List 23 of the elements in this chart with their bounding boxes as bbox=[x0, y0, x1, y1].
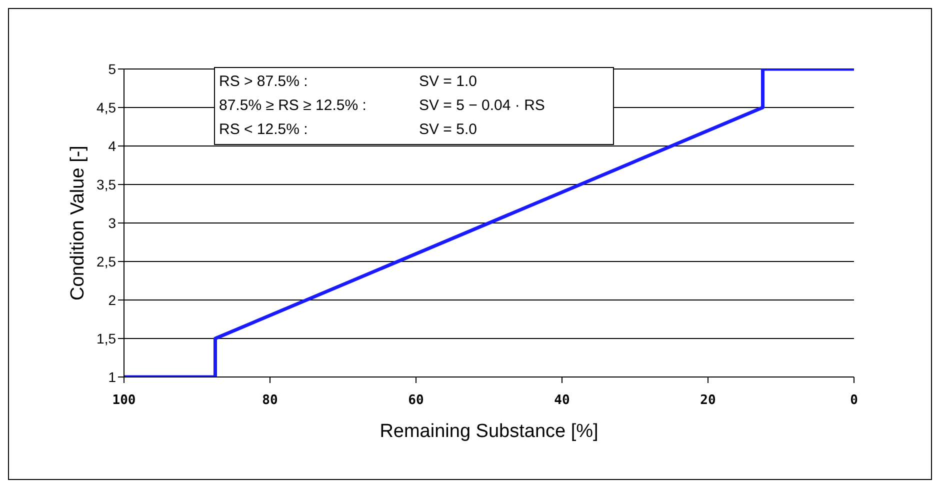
x-axis-title: Remaining Substance [%] bbox=[380, 421, 598, 442]
annotation: SV = 1.0 bbox=[419, 72, 478, 92]
y-tick-label: 2 bbox=[108, 292, 116, 308]
y-tick-label: 2,5 bbox=[96, 253, 116, 270]
y-tick-label: 3,5 bbox=[96, 176, 116, 192]
x-tick-label: 0 bbox=[850, 393, 858, 408]
y-tick-label: 1,5 bbox=[96, 330, 116, 346]
y-tick-label: 5 bbox=[108, 60, 116, 77]
annotation: RS > 87.5% : bbox=[219, 72, 309, 92]
x-tick-label: 60 bbox=[408, 393, 424, 408]
annotation: 87.5% ≥ RS ≥ 12.5% : bbox=[219, 96, 368, 116]
x-tick-label: 40 bbox=[554, 393, 570, 408]
y-tick-label: 4,5 bbox=[96, 99, 116, 116]
annotation: RS < 12.5% : bbox=[219, 120, 309, 140]
y-tick-label: 4 bbox=[108, 138, 116, 154]
x-tick-label: 100 bbox=[112, 393, 136, 408]
x-tick-label: 80 bbox=[262, 393, 278, 408]
y-tick-label: 1 bbox=[108, 368, 116, 385]
x-tick-label: 20 bbox=[700, 393, 716, 408]
y-tick-label: 3 bbox=[108, 214, 116, 231]
annotation: SV = 5 − 0.04 · RS bbox=[419, 96, 546, 116]
annotation: SV = 5.0 bbox=[419, 120, 478, 140]
y-axis-title: Condition Value [-] bbox=[68, 146, 89, 300]
